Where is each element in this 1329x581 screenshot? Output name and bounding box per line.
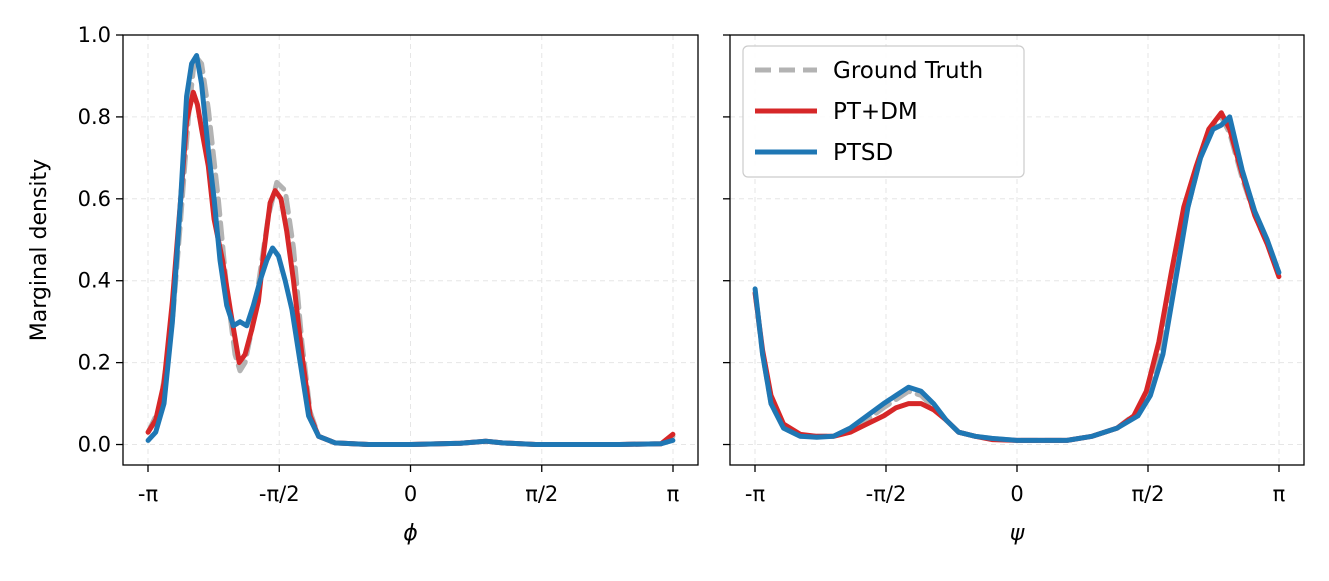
left-x-tick-label: π [667,482,680,506]
right-x-tick-label: -π/2 [866,482,907,506]
right-series [752,110,1282,443]
left-x-tick-label: -π/2 [259,482,300,506]
left-y-ticks: 0.0 0.2 0.4 0.6 0.8 1.0 [78,23,123,457]
left-y-axis-label: Marginal density [27,159,52,341]
left-x-axis-label: ϕ [403,521,418,546]
legend-box [742,45,1025,178]
right-x-axis-label: ψ [1010,521,1025,546]
right-x-ticks: -π -π/2 0 π/2 π [745,465,1286,506]
legend-label-ptsd: PTSD [833,140,893,166]
right-series-ptsd [752,114,1282,443]
left-series-ptsd [145,53,676,447]
left-panel: -π -π/2 0 π/2 π 0.0 0.2 0.4 0.6 0.8 1.0 ϕ Margina… [27,23,699,546]
legend-label-pt-dm: PT+DM [833,99,918,125]
left-x-tick-label: 0 [404,482,417,506]
left-y-tick-label: 1.0 [78,23,111,47]
right-x-tick-label: π/2 [1131,482,1164,506]
legend-label-ground-truth: Ground Truth [833,58,983,84]
left-y-tick-label: 0.6 [78,187,111,211]
left-x-ticks: -π -π/2 0 π/2 π [138,465,680,506]
right-x-tick-label: -π [745,482,766,506]
right-panel: -π -π/2 0 π/2 π ψ Ground Truth PT+DM PTSD [723,34,1305,546]
right-x-tick-label: π [1273,482,1286,506]
left-x-tick-label: -π [138,482,159,506]
left-y-tick-label: 0.0 [78,433,111,457]
right-x-tick-label: 0 [1010,482,1023,506]
left-y-tick-label: 0.4 [78,269,111,293]
right-y-ticks [723,34,730,446]
left-x-tick-label: π/2 [525,482,558,506]
left-series [145,53,676,447]
left-y-tick-label: 0.2 [78,351,111,375]
legend: Ground Truth PT+DM PTSD [742,45,1025,178]
left-y-tick-label: 0.8 [78,105,111,129]
